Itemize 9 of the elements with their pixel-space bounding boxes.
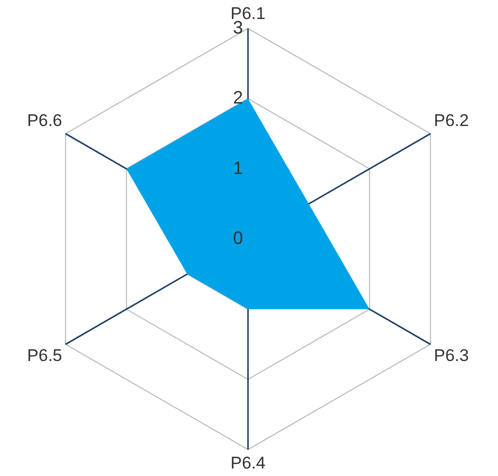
spoke-label: P6.2 [434,111,469,130]
y-tick-label: 1 [232,158,243,178]
spoke-label: P6.5 [27,346,62,366]
y-tick-label: 0 [232,228,243,248]
y-tick-label: 3 [232,17,243,38]
spoke-label: P6.4 [230,453,266,472]
spoke-label: P6.6 [27,111,62,130]
spoke-label: P6.3 [434,346,469,366]
y-tick-label: 2 [232,88,243,108]
